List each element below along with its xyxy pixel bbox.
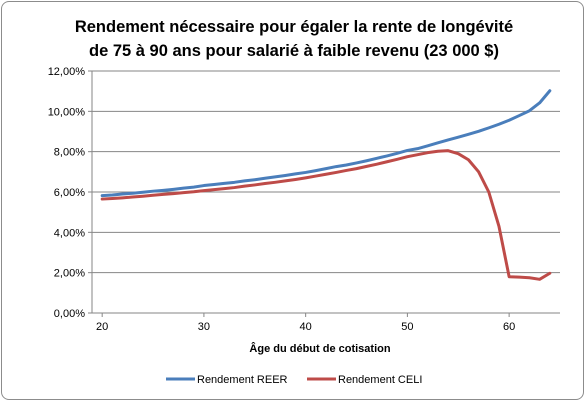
x-tick-label: 60 [503,321,515,333]
chart-title-line-1: Rendement nécessaire pour égaler la rent… [75,18,513,36]
y-tick-label: 6,00% [54,187,85,199]
series-line-celi [100,149,552,281]
axes [88,70,560,317]
legend: Rendement REER Rendement CELI [166,374,422,386]
series-line-reer [100,89,552,198]
y-tick-label: 10,00% [48,106,86,118]
chart-title-line-2: de 75 à 90 ans pour salarié à faible rev… [89,42,499,60]
x-tick-label: 20 [96,321,108,333]
x-tick-label: 50 [401,321,413,333]
chart-frame: Rendement nécessaire pour égaler la rent… [1,1,584,400]
y-tick-labels: 0,00% 2,00% 4,00% 6,00% 8,00% 10,00% 12,00% [48,66,86,320]
x-axis-title: Âge du début de cotisation [249,342,390,355]
line-chart: Rendement nécessaire pour égaler la rent… [48,18,560,386]
y-tick-label: 12,00% [48,66,86,78]
legend-label-celi: Rendement CELI [338,374,422,386]
y-tick-label: 4,00% [54,227,85,239]
y-tick-label: 2,00% [54,268,85,280]
series-lines [100,89,552,281]
gridlines [92,70,560,274]
legend-label-reer: Rendement REER [197,374,288,386]
x-tick-label: 30 [198,321,210,333]
x-tick-labels: 20 30 40 50 60 [96,321,515,333]
x-tick-label: 40 [300,321,312,333]
y-tick-label: 8,00% [54,147,85,159]
y-tick-label: 0,00% [54,308,85,320]
